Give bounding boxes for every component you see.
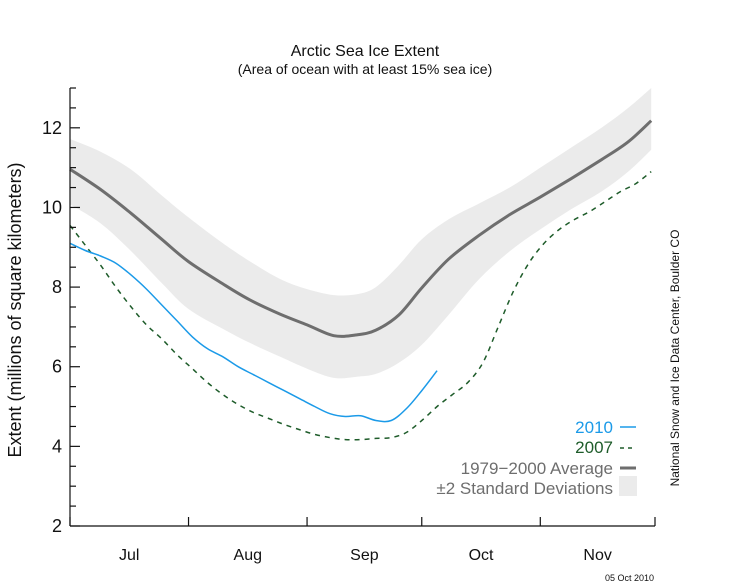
y-tick-label: 12	[42, 118, 62, 138]
y-tick-label: 4	[52, 436, 62, 456]
y-tick-label: 10	[42, 197, 62, 217]
series-lines-layer	[69, 119, 653, 441]
y-tick-label: 8	[52, 277, 62, 297]
chart-subtitle: (Area of ocean with at least 15% sea ice…	[238, 61, 492, 77]
x-tick-label: Sep	[350, 547, 379, 564]
date-stamp: 05 Oct 2010	[605, 573, 654, 583]
x-tick-label: Aug	[234, 547, 262, 564]
series-line-2010	[69, 242, 438, 423]
std-dev-band-layer	[70, 88, 652, 379]
chart-title: Arctic Sea Ice Extent	[291, 43, 440, 60]
legend-swatch-band	[619, 476, 637, 496]
x-ticks: Jul Aug Sep Oct Nov	[69, 517, 656, 564]
std-dev-band	[70, 88, 652, 379]
credit-text: National Snow and Ice Data Center, Bould…	[668, 230, 682, 487]
y-axis-label: Extent (millions of square kilometers)	[5, 162, 25, 457]
legend-label-band: ±2 Standard Deviations	[436, 479, 613, 498]
y-ticks: 2 4 6 8 10 12	[42, 87, 80, 536]
series-line-2007	[69, 171, 652, 441]
x-tick-label: Oct	[469, 547, 494, 564]
y-tick-label: 6	[52, 357, 62, 377]
legend: 2010 2007 1979−2000 Average ±2 Standard …	[436, 418, 637, 498]
legend-label-average: 1979−2000 Average	[461, 459, 613, 478]
series-line-average	[69, 119, 653, 338]
legend-label-2007: 2007	[575, 438, 613, 457]
x-tick-label: Jul	[119, 547, 139, 564]
y-tick-label: 2	[52, 516, 62, 536]
x-tick-label: Nov	[583, 547, 611, 564]
legend-label-2010: 2010	[575, 418, 613, 437]
